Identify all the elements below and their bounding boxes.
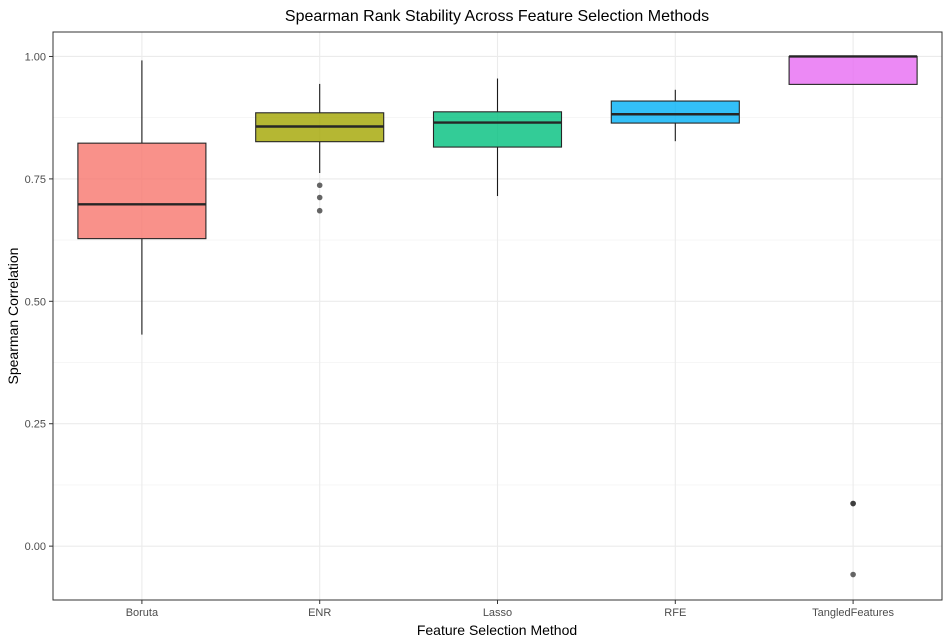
outlier-point (850, 500, 856, 507)
x-tick-label: Lasso (483, 607, 512, 619)
x-tick-label: RFE (664, 607, 686, 619)
y-tick-label: 1.00 (25, 51, 46, 63)
outlier-point (850, 571, 856, 578)
y-tick-label: 0.00 (25, 541, 46, 553)
box-layer (77, 55, 918, 578)
y-tick-label: 0.50 (25, 296, 46, 308)
y-axis-title: Spearman Correlation (5, 248, 21, 385)
x-axis: Boruta ENR Lasso RFE TangledFeatures (126, 600, 895, 619)
outlier-point (316, 207, 323, 214)
x-tick-label: ENR (308, 607, 331, 619)
y-axis: 0.00 0.25 0.50 0.75 1.00 (25, 51, 53, 553)
y-tick-label: 0.75 (25, 174, 46, 186)
iqr-box (610, 100, 740, 124)
box-enr (255, 83, 385, 214)
box-tangledfeatures (788, 55, 918, 578)
iqr-box (788, 55, 918, 85)
outlier-point (316, 182, 323, 189)
iqr-box (432, 111, 563, 148)
x-tick-label: TangledFeatures (812, 607, 894, 619)
iqr-box (77, 142, 207, 240)
box-boruta (77, 60, 207, 335)
outlier-point (316, 194, 323, 201)
x-axis-title: Feature Selection Method (417, 622, 577, 638)
box-lasso (432, 78, 563, 197)
box-rfe (610, 89, 740, 142)
chart-title: Spearman Rank Stability Across Feature S… (285, 8, 709, 25)
x-tick-label: Boruta (126, 607, 159, 619)
y-tick-label: 0.25 (25, 419, 46, 431)
